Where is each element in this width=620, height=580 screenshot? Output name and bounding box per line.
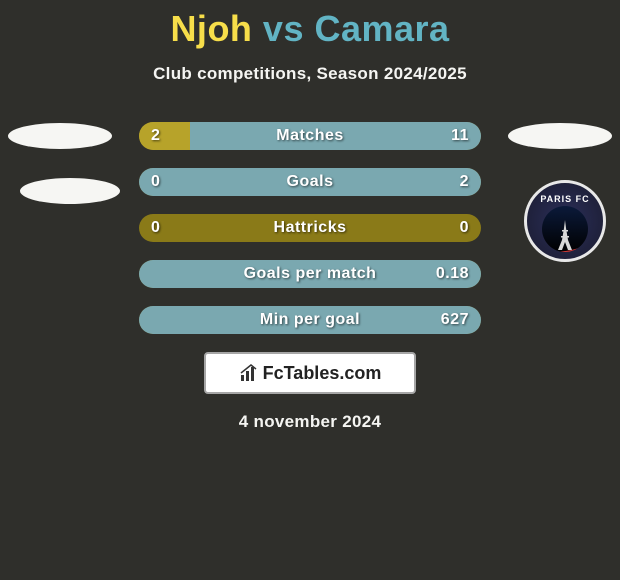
- title-right: vs Camara: [263, 8, 450, 49]
- stat-label: Goals: [287, 173, 334, 191]
- branding-label: FcTables.com: [263, 363, 382, 384]
- subtitle: Club competitions, Season 2024/2025: [0, 64, 620, 84]
- branding-box: FcTables.com: [204, 352, 416, 394]
- chart-icon: [239, 363, 259, 383]
- title-left: Njoh: [170, 8, 262, 49]
- stat-right-value: 627: [441, 311, 469, 329]
- stat-right-value: 0.18: [436, 265, 469, 283]
- club-badge-label: PARIS FC: [540, 194, 589, 204]
- stat-label: Hattricks: [274, 219, 347, 237]
- left-club-placeholder: [8, 123, 112, 149]
- stat-left-value: 2: [151, 127, 160, 145]
- stat-right-value: 2: [460, 173, 469, 191]
- stat-row: Goals per match 0.18: [139, 260, 481, 288]
- stat-right-value: 11: [451, 127, 469, 145]
- stat-left-value: 0: [151, 173, 160, 191]
- stat-label: Matches: [276, 127, 344, 145]
- stat-left-fill: [139, 122, 190, 150]
- right-club-placeholder: [508, 123, 612, 149]
- left-club-placeholder-2: [20, 178, 120, 204]
- right-club-badge: PARIS FC: [524, 180, 606, 262]
- stat-right-value: 0: [460, 219, 469, 237]
- date-label: 4 november 2024: [0, 412, 620, 432]
- stat-row: 2 Matches 11: [139, 122, 481, 150]
- stat-label: Goals per match: [244, 265, 377, 283]
- stat-row: Min per goal 627: [139, 306, 481, 334]
- page-title: Njoh vs Camara: [0, 0, 620, 50]
- stat-row: 0 Goals 2: [139, 168, 481, 196]
- club-badge-inner: [542, 206, 588, 252]
- stat-left-value: 0: [151, 219, 160, 237]
- stat-row: 0 Hattricks 0: [139, 214, 481, 242]
- stat-label: Min per goal: [260, 311, 360, 329]
- swoosh-icon: [542, 232, 588, 252]
